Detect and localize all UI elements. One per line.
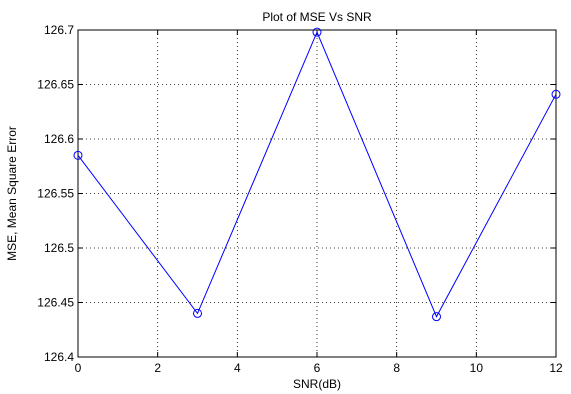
y-tick-label: 126.7 bbox=[44, 23, 74, 37]
y-tick-label: 126.45 bbox=[37, 296, 74, 310]
data-point-marker bbox=[73, 150, 83, 160]
x-tick-label: 6 bbox=[314, 361, 321, 375]
grid bbox=[78, 30, 556, 357]
data-point-marker bbox=[312, 27, 322, 37]
x-tick-label: 4 bbox=[234, 361, 241, 375]
x-tick-label: 2 bbox=[154, 361, 161, 375]
data-point-marker bbox=[551, 89, 561, 99]
y-tick-label: 126.65 bbox=[37, 78, 74, 92]
series-line bbox=[77, 30, 557, 318]
y-tick-label: 126.55 bbox=[37, 187, 74, 201]
x-axis-label: SNR(dB) bbox=[293, 377, 341, 391]
x-tick-labels: 0 2 4 6 8 10 12 bbox=[75, 361, 563, 375]
series-layer bbox=[73, 27, 561, 322]
data-point-marker bbox=[432, 312, 441, 322]
data-point-marker bbox=[193, 308, 202, 318]
y-tick-label: 126.6 bbox=[44, 132, 74, 146]
y-axis-label: MSE, Mean Square Error bbox=[5, 126, 19, 261]
x-tick-label: 8 bbox=[393, 361, 400, 375]
y-tick-label: 126.5 bbox=[44, 241, 74, 255]
x-tick-label: 0 bbox=[75, 361, 82, 375]
chart-title: Plot of MSE Vs SNR bbox=[262, 10, 372, 24]
x-tick-label: 12 bbox=[549, 361, 563, 375]
x-tick-label: 10 bbox=[470, 361, 484, 375]
axis-ticks bbox=[77, 29, 557, 358]
y-tick-label: 126.4 bbox=[44, 350, 74, 364]
y-tick-labels: 126.4 126.45 126.5 126.55 126.6 126.65 126.7 bbox=[37, 23, 74, 364]
plot-area bbox=[77, 29, 557, 358]
